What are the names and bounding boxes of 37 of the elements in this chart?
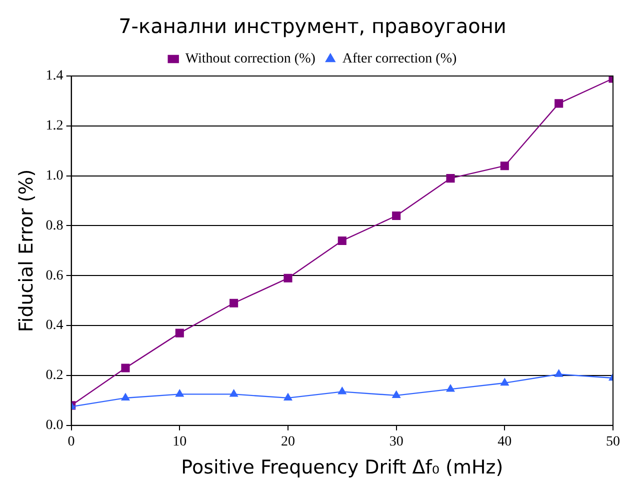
point (121, 393, 130, 401)
point (500, 378, 509, 386)
x-axis-title: Positive Frequency Drift Δf₀ (mHz) (181, 456, 504, 479)
y-tick-label: 0.0 (46, 418, 64, 434)
y-tick-label: 0.2 (46, 368, 64, 384)
point (554, 99, 564, 108)
point (284, 274, 292, 282)
point (446, 384, 455, 392)
point (230, 390, 238, 397)
point (392, 390, 400, 398)
point (500, 162, 509, 170)
legend-label: After correction (%) (342, 52, 457, 67)
x-tick-label: 40 (498, 434, 512, 450)
x-tick-label: 30 (389, 434, 404, 450)
x-tick-label: 0 (68, 434, 75, 450)
point (554, 370, 563, 377)
point (338, 387, 346, 394)
x-tick-label: 20 (280, 434, 295, 450)
point (176, 390, 184, 397)
point (230, 298, 238, 308)
y-axis-title: Fiducial Error (%) (15, 169, 38, 332)
chart-title: 7-канални инструмент, правоугаони (118, 14, 506, 38)
y-tick-label: 0.8 (46, 218, 64, 234)
y-tick-label: 0.4 (46, 318, 64, 334)
x-tick-label: 10 (172, 434, 187, 450)
y-tick-label: 0.6 (46, 268, 64, 284)
x-tick-label: 50 (606, 434, 620, 450)
point (175, 328, 184, 338)
point (392, 211, 401, 220)
legend-label: Without correction (%) (185, 52, 316, 67)
point (338, 236, 346, 245)
point (284, 393, 292, 401)
y-tick-label: 1.0 (46, 168, 64, 184)
y-tick-label: 1.2 (46, 118, 64, 134)
y-tick-label: 1.4 (46, 68, 64, 84)
point (121, 364, 130, 372)
point (446, 174, 455, 183)
